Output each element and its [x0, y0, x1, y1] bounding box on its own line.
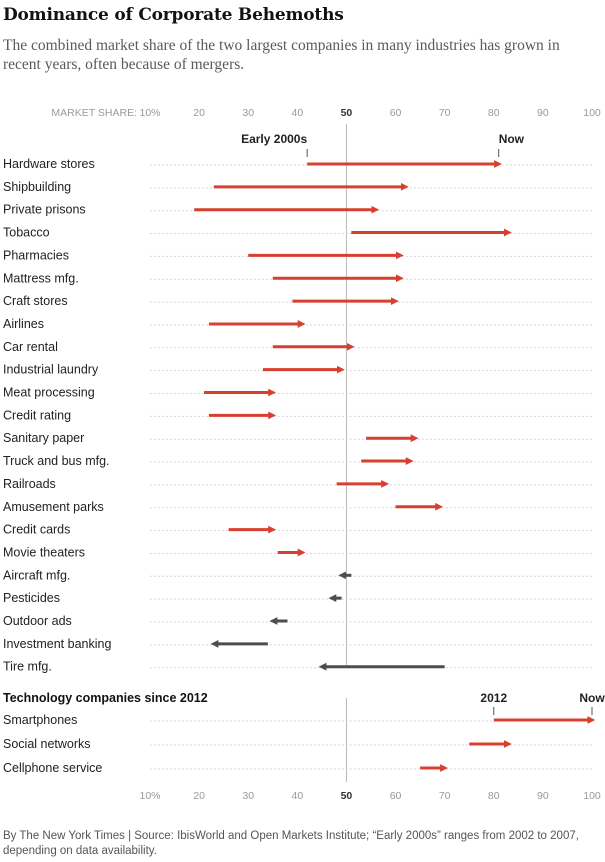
row-label: Smartphones	[3, 713, 77, 727]
row-label: Private prisons	[3, 203, 86, 217]
top-tick-label: 10%	[139, 107, 160, 119]
row-label: Aircraft mfg.	[3, 568, 70, 582]
row-label: Truck and bus mfg.	[3, 454, 110, 468]
row-label: Tobacco	[3, 226, 50, 240]
chart-subtitle: The combined market share of the two lar…	[3, 37, 560, 73]
source-footer: By The New York Times | Source: IbisWorl…	[3, 830, 579, 857]
bottom-tick-label: 90	[537, 790, 549, 802]
row-label: Craft stores	[3, 294, 68, 308]
row-label: Investment banking	[3, 637, 111, 651]
top-tick-label: 40	[291, 107, 303, 119]
top-tick-label: 70	[439, 107, 451, 119]
chart-title: Dominance of Corporate Behemoths	[3, 5, 344, 25]
row-label: Sanitary paper	[3, 431, 84, 445]
section-title: Technology companies since 2012	[3, 691, 208, 705]
row-label: Movie theaters	[3, 545, 85, 559]
end-period-label: Now	[579, 691, 605, 705]
row-label: Industrial laundry	[3, 363, 99, 377]
top-tick-label: 90	[537, 107, 549, 119]
row-label: Pharmacies	[3, 248, 69, 262]
bottom-tick-label: 20	[193, 790, 205, 802]
bottom-tick-label: 100	[583, 790, 601, 802]
bottom-tick-label: 10%	[139, 790, 160, 802]
row-label: Outdoor ads	[3, 614, 72, 628]
row-label: Hardware stores	[3, 157, 95, 171]
top-tick-label: 100	[583, 107, 601, 119]
top-tick-label: 60	[390, 107, 402, 119]
row-label: Railroads	[3, 477, 56, 491]
row-label: Airlines	[3, 317, 44, 331]
row-label: Social networks	[3, 737, 91, 751]
row-label: Pesticides	[3, 591, 60, 605]
bottom-tick-label: 40	[291, 790, 303, 802]
top-tick-label: 30	[242, 107, 254, 119]
row-label: Mattress mfg.	[3, 271, 79, 285]
end-period-label: Now	[499, 132, 525, 146]
row-label: Car rental	[3, 340, 58, 354]
row-label: Cellphone service	[3, 761, 102, 775]
top-tick-label: 50	[341, 107, 353, 119]
bottom-tick-label: 50	[341, 790, 353, 802]
top-tick-label: 80	[488, 107, 500, 119]
bottom-tick-label: 80	[488, 790, 500, 802]
bottom-tick-label: 70	[439, 790, 451, 802]
top-tick-label: 20	[193, 107, 205, 119]
row-label: Amusement parks	[3, 500, 104, 514]
row-label: Shipbuilding	[3, 180, 71, 194]
bottom-tick-label: 60	[390, 790, 402, 802]
bottom-tick-label: 30	[242, 790, 254, 802]
axis-prefix-label: MARKET SHARE:	[51, 107, 137, 119]
start-period-label: 2012	[480, 691, 507, 705]
row-label: Meat processing	[3, 386, 95, 400]
row-label: Tire mfg.	[3, 660, 52, 674]
start-period-label: Early 2000s	[241, 132, 307, 146]
row-label: Credit rating	[3, 408, 71, 422]
row-label: Credit cards	[3, 523, 70, 537]
